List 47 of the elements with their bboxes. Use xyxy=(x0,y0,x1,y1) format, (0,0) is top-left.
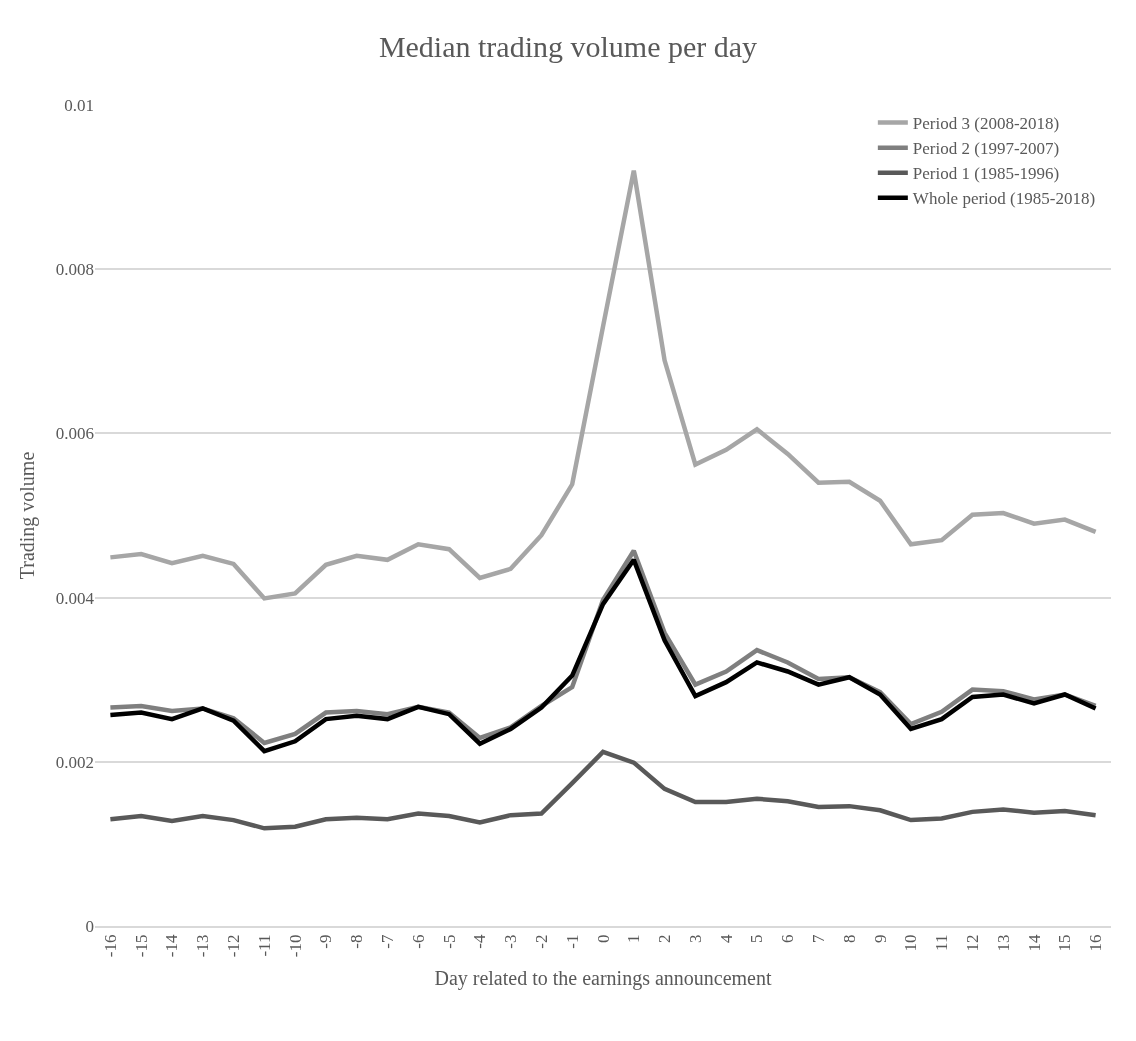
y-axis-title: Trading volume xyxy=(16,451,40,580)
y-tick-label: 0.002 xyxy=(55,752,94,772)
x-tick-label: 7 xyxy=(809,934,829,944)
x-tick-label: 3 xyxy=(685,934,705,944)
x-tick-label: -4 xyxy=(470,934,490,949)
x-tick-label: 16 xyxy=(1086,934,1106,952)
y-tick-label: 0.01 xyxy=(64,95,94,115)
x-tick-label: 1 xyxy=(624,934,644,944)
line-series xyxy=(108,168,1098,601)
x-tick-label: -2 xyxy=(531,934,551,949)
x-tick-label: -8 xyxy=(347,934,367,949)
x-tick-label: 11 xyxy=(932,934,952,951)
x-tick-label: 8 xyxy=(839,934,859,944)
x-tick-label: -13 xyxy=(193,934,213,958)
x-tick-label: -12 xyxy=(224,934,244,958)
x-tick-label: -1 xyxy=(562,934,582,949)
x-tick-label: 13 xyxy=(993,934,1013,952)
legend-label: Whole period (1985-2018) xyxy=(912,189,1096,209)
x-tick-label: 0 xyxy=(593,934,613,944)
x-tick-label: -9 xyxy=(316,934,336,949)
x-tick-label: 9 xyxy=(870,934,890,944)
legend-label: Period 3 (2008-2018) xyxy=(912,114,1060,134)
x-tick-label: 15 xyxy=(1055,934,1075,952)
x-tick-label: 6 xyxy=(778,934,798,944)
x-tick-label: 2 xyxy=(655,934,675,944)
x-tick-label: -14 xyxy=(162,934,182,958)
x-tick-label: 5 xyxy=(747,934,767,944)
legend-label: Period 2 (1997-2007) xyxy=(912,139,1060,159)
legend-label: Period 1 (1985-1996) xyxy=(912,164,1060,184)
x-axis-title: Day related to the earnings announcement xyxy=(434,967,772,991)
x-tick-label: -7 xyxy=(378,934,398,949)
y-tick-label: 0.008 xyxy=(55,260,94,280)
x-tick-label: 4 xyxy=(716,934,736,944)
line-series xyxy=(108,749,1098,831)
x-tick-label: -16 xyxy=(100,934,120,958)
x-tick-label: -10 xyxy=(285,934,305,958)
x-tick-label: -11 xyxy=(254,934,274,957)
chart-title: Median trading volume per day xyxy=(378,30,758,64)
x-tick-label: 12 xyxy=(962,934,982,952)
x-tick-label: -15 xyxy=(131,934,151,958)
y-tick-label: 0.006 xyxy=(55,424,94,444)
x-tick-label: 14 xyxy=(1024,934,1044,952)
x-tick-label: 10 xyxy=(901,934,921,952)
y-tick-label: 0.004 xyxy=(55,588,95,608)
x-tick-label: -3 xyxy=(501,934,521,949)
x-tick-label: -6 xyxy=(408,934,428,949)
x-tick-label: -5 xyxy=(439,934,459,949)
